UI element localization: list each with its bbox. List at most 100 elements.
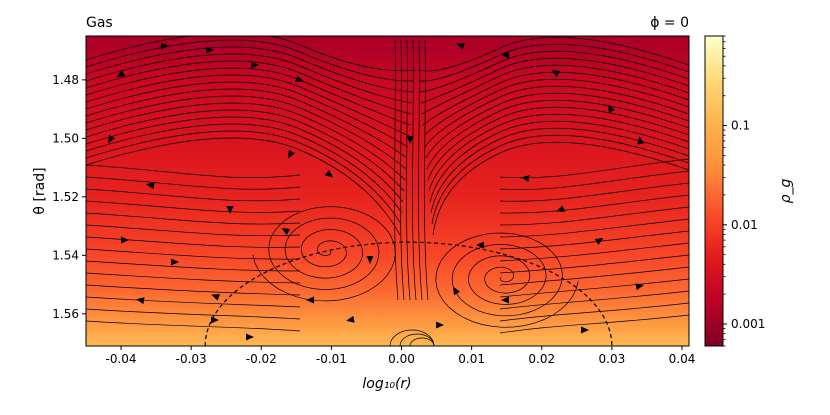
streamline-arrow bbox=[346, 315, 355, 323]
streamline bbox=[499, 194, 689, 214]
streamline-arrow bbox=[136, 297, 145, 305]
streamline bbox=[422, 71, 689, 126]
streamline bbox=[86, 74, 410, 137]
streamline-arrow bbox=[594, 238, 604, 246]
streamline-arrow bbox=[211, 294, 220, 301]
streamline-arrow bbox=[581, 326, 589, 334]
streamline bbox=[86, 176, 301, 190]
streamline bbox=[86, 272, 301, 284]
streamline-arrow bbox=[121, 236, 129, 244]
plot-area: -0.04 -0.03 -0.02 -0.01 0.00 0.01 0.02 0.03 0.04… bbox=[32, 15, 696, 392]
streamline bbox=[400, 39, 405, 301]
streamline bbox=[423, 78, 689, 137]
streamline bbox=[86, 60, 412, 115]
streamline-arrow bbox=[366, 256, 374, 264]
streamline-arrow bbox=[521, 175, 530, 183]
streamline-arrow bbox=[295, 75, 304, 82]
streamline bbox=[499, 278, 689, 298]
colorbar-tick-label: 0.1 bbox=[731, 119, 750, 133]
streamline bbox=[86, 212, 301, 225]
streamline bbox=[412, 39, 417, 301]
streamline-arrow bbox=[556, 205, 565, 212]
streamline bbox=[86, 123, 403, 214]
streamline bbox=[86, 102, 406, 181]
streamline bbox=[406, 39, 411, 301]
streamline bbox=[499, 206, 689, 226]
streamline bbox=[418, 39, 423, 301]
streamline-arrow bbox=[453, 286, 461, 296]
streamline-arrow bbox=[637, 136, 645, 145]
panel-title-right: ϕ = 0 bbox=[650, 15, 689, 31]
x-tick-label: -0.02 bbox=[246, 352, 277, 366]
streamline-arrow bbox=[306, 296, 314, 304]
x-tick-label: -0.01 bbox=[316, 352, 347, 366]
streamline bbox=[86, 81, 409, 148]
plot-frame bbox=[85, 35, 690, 347]
streamline-arrow bbox=[116, 69, 126, 77]
colorbar-tick-label: 0.01 bbox=[731, 218, 758, 232]
streamline-arrow bbox=[246, 333, 254, 341]
streamline bbox=[499, 158, 689, 179]
x-tick-label: 0.04 bbox=[669, 352, 696, 366]
streamline bbox=[86, 137, 401, 236]
streamline bbox=[424, 39, 429, 301]
streamline bbox=[394, 39, 399, 301]
y-axis: 1.48 1.50 1.52 1.54 1.56 bbox=[52, 73, 86, 321]
streamline bbox=[435, 232, 579, 328]
streamline bbox=[420, 57, 689, 104]
streamline bbox=[499, 290, 689, 310]
streamline-arrow bbox=[171, 258, 179, 266]
streamline bbox=[409, 337, 435, 346]
y-tick-label: 1.48 bbox=[52, 73, 79, 87]
boundary-circle bbox=[204, 241, 613, 346]
streamline-arrow bbox=[324, 169, 334, 178]
streamline bbox=[86, 224, 301, 237]
streamline-arrow bbox=[436, 321, 444, 329]
streamline bbox=[86, 67, 411, 126]
streamline bbox=[499, 218, 689, 238]
streamline-arrow bbox=[288, 149, 296, 159]
x-tick-label: 0.03 bbox=[599, 352, 626, 366]
streamline-arrow bbox=[161, 42, 169, 50]
streamline-arrow bbox=[456, 43, 465, 50]
streamline-arrow bbox=[406, 136, 414, 144]
streamline-arrow bbox=[476, 241, 484, 249]
streamline-arrow bbox=[501, 51, 509, 59]
colorbar-tick-label: 0.001 bbox=[731, 317, 765, 331]
streamline-arrow bbox=[635, 283, 644, 291]
streamline-arrow bbox=[551, 70, 561, 78]
colorbar: 0.1 0.01 0.001 ρ_g bbox=[704, 35, 794, 347]
x-axis-label: log₁₀(r) bbox=[362, 376, 411, 392]
streamline bbox=[86, 164, 301, 178]
streamline bbox=[499, 182, 689, 202]
streamline bbox=[86, 284, 301, 296]
streamline bbox=[86, 296, 301, 308]
streamline bbox=[86, 320, 301, 332]
streamline bbox=[499, 266, 689, 286]
streamline bbox=[86, 248, 301, 260]
streamline bbox=[86, 39, 415, 82]
x-tick-label: 0.00 bbox=[388, 352, 415, 366]
streamline bbox=[86, 46, 414, 93]
panel-title-left: Gas bbox=[86, 15, 113, 31]
streamline bbox=[86, 53, 413, 104]
streamline bbox=[86, 116, 404, 203]
streamline bbox=[86, 36, 416, 72]
colorbar-ticks: 0.1 0.01 0.001 bbox=[723, 35, 765, 347]
colorbar-bar bbox=[704, 35, 724, 347]
streamline bbox=[431, 134, 689, 225]
x-tick-label: -0.03 bbox=[176, 352, 207, 366]
streamline bbox=[418, 43, 689, 82]
streamline-arrow bbox=[501, 296, 509, 304]
streamline bbox=[427, 106, 689, 181]
streamline bbox=[86, 308, 301, 320]
streamline-arrow bbox=[251, 61, 259, 69]
x-tick-label: 0.01 bbox=[458, 352, 485, 366]
x-tick-label: -0.04 bbox=[106, 352, 137, 366]
streamline bbox=[389, 329, 435, 346]
streamline bbox=[86, 130, 402, 225]
streamline bbox=[429, 120, 689, 203]
density-highlights bbox=[260, 276, 560, 346]
streamline bbox=[399, 333, 435, 346]
